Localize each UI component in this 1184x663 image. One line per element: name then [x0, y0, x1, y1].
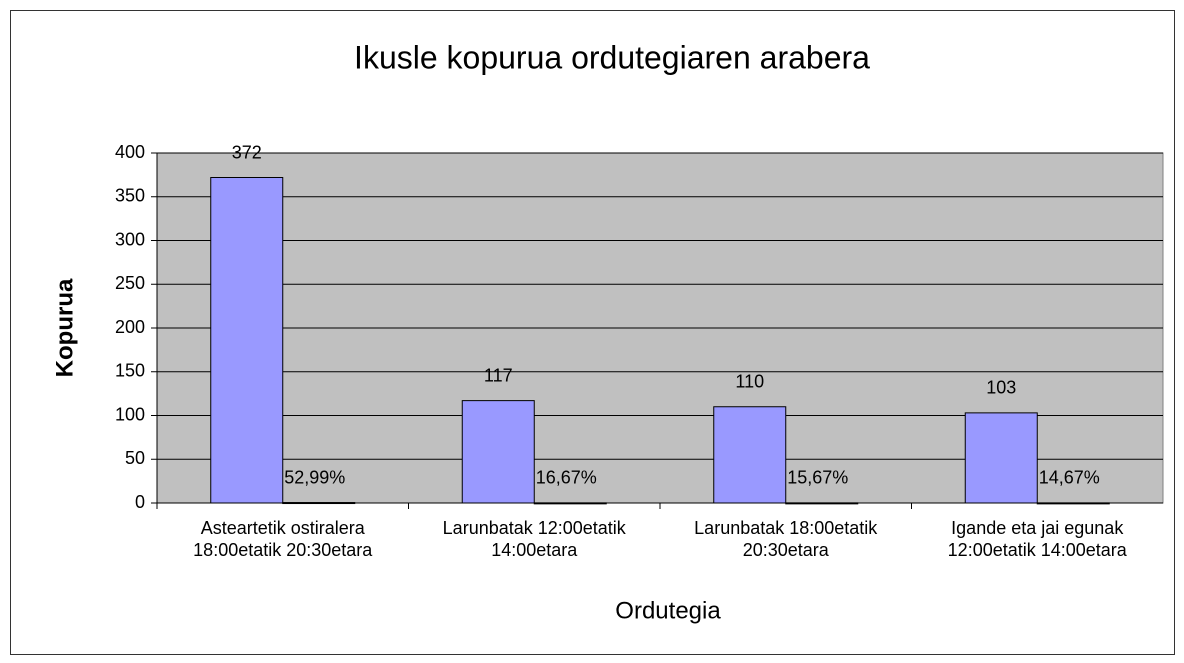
- y-tick-label: 50: [125, 448, 145, 468]
- bar: [1036, 502, 1110, 505]
- x-axis-title: Ordutegia: [615, 597, 721, 624]
- bar: [210, 177, 284, 504]
- data-label: 372: [232, 142, 262, 162]
- data-label: 15,67%: [787, 468, 848, 488]
- data-label: 52,99%: [284, 467, 345, 487]
- x-tick-label: Larunbatak 18:00etatik 20:30etara: [694, 518, 878, 560]
- data-label: 16,67%: [536, 468, 597, 488]
- chart-title: Ikusle kopurua ordutegiaren arabera: [354, 39, 870, 75]
- bar: [282, 502, 356, 505]
- y-tick-label: 0: [135, 492, 145, 512]
- bar: [713, 406, 787, 504]
- bar: [461, 400, 535, 504]
- y-tick-label: 150: [115, 361, 145, 381]
- data-label: 103: [986, 378, 1016, 398]
- y-tick-label: 200: [115, 317, 145, 337]
- bar: [785, 502, 859, 505]
- x-tick-label: Asteartetik ostiralera 18:00etatik 20:30e…: [193, 518, 373, 560]
- y-tick-label: 100: [115, 404, 145, 424]
- data-label: 110: [735, 372, 764, 392]
- data-label: 14,67%: [1039, 468, 1100, 488]
- y-tick-label: 350: [115, 186, 145, 206]
- x-tick-label: Larunbatak 12:00etatik 14:00etara: [443, 518, 627, 560]
- bar: [964, 412, 1038, 504]
- bar: [533, 502, 607, 505]
- y-axis-title: Kopurua: [51, 278, 78, 377]
- y-tick-label: 400: [115, 142, 145, 162]
- y-tick-label: 300: [115, 229, 145, 249]
- data-label: 117: [484, 365, 513, 385]
- y-tick-label: 250: [115, 273, 145, 293]
- x-tick-label: Igande eta jai egunak 12:00etatik 14:00et…: [948, 518, 1128, 560]
